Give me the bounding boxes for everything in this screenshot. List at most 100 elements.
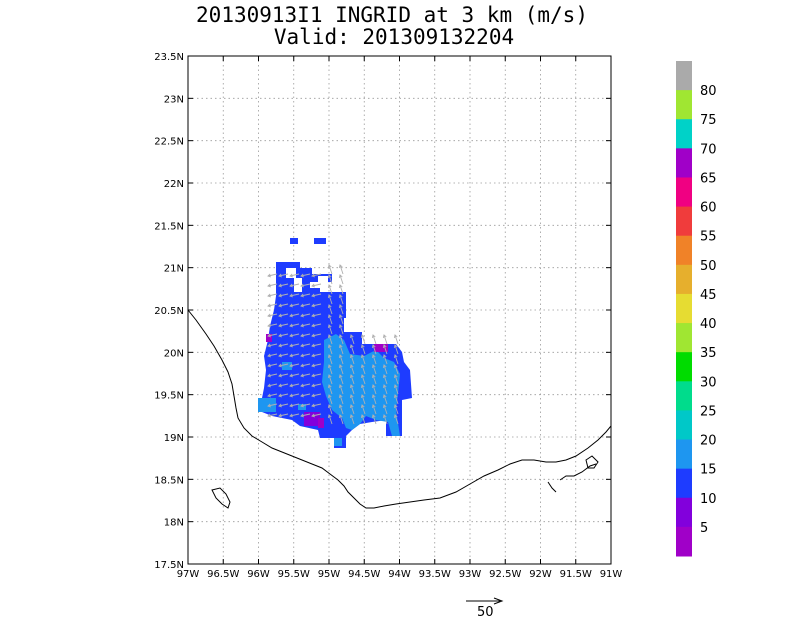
colorbar-swatch [676,526,692,557]
wind-vector [300,283,311,287]
wind-vector [361,354,366,365]
wind-vector [278,313,289,317]
wind-vector-head [311,273,315,278]
wind-vector-head [382,394,387,399]
wind-vector [372,374,377,385]
wind-vector [361,384,366,395]
lat-tick-label: 23.5N [154,52,184,63]
wind-vector-head [311,313,315,318]
wind-vector-head [278,313,282,318]
wind-vector-head [311,353,315,358]
wind-vector-head [393,404,398,409]
wind-vector-head [289,333,293,338]
wind-vector [372,354,377,365]
wind-vector-head [311,363,315,368]
colorbar-label: 75 [700,113,717,128]
wind-vector-head [278,293,282,298]
wind-vector-head [338,284,343,289]
wind-vector [372,394,377,405]
wind-vector [350,374,355,385]
colorbar-swatch [676,410,692,441]
colorbar-swatch [676,90,692,120]
wind-vector-head [393,384,398,389]
lon-tick-label: 94.5W [348,569,380,580]
colorbar-swatch [676,61,692,91]
wind-region-15-20-patch [282,362,292,370]
wind-vector-head [311,413,315,418]
wind-vector-head [338,274,343,279]
wind-vector [361,404,366,415]
wind-vector-head [289,353,293,358]
wind-vector [300,293,311,297]
wind-vector-head [371,364,376,369]
axis-ticks [187,55,612,565]
wind-vector-head [278,353,282,358]
wind-vector-head [300,363,304,368]
wind-vector-head [278,403,282,408]
wind-vector [350,384,355,395]
wind-region-10-15-patch [294,278,302,292]
wind-vector [328,274,333,285]
wind-vector-head [338,294,343,299]
wind-vector-head [360,354,365,359]
lat-tick-label: 19N [164,433,184,444]
wind-vector-head [338,334,343,339]
wind-vector [300,313,311,317]
wind-vector [328,394,333,405]
lat-tick-label: 21N [164,264,184,275]
wind-vector [383,384,388,395]
wind-vector [361,394,366,405]
wind-vector [328,344,333,355]
wind-vector-head [338,414,343,419]
wind-vector [311,393,322,397]
wind-vector [267,353,278,357]
wind-vector-head [382,374,387,379]
wind-vector [328,384,333,395]
wind-vector-head [300,413,304,418]
colorbar-label: 30 [700,375,717,390]
wind-vector-head [327,314,332,319]
wind-vector [328,324,333,335]
lon-tick-label: 94W [388,569,411,580]
wind-vector [350,394,355,405]
wind-vector-head [289,363,293,368]
wind-vector [328,294,333,305]
wind-vector [339,344,344,355]
wind-vector [372,404,377,415]
wind-vector [278,283,289,287]
wind-vector [267,363,278,367]
lon-tick-label: 96.5W [207,569,239,580]
wind-vector-head [300,293,304,298]
wind-vector-head [349,414,354,419]
wind-vector-head [267,333,271,338]
wind-vector [278,303,289,307]
wind-vector-head [300,313,304,318]
wind-region-10-15-patch [290,238,298,244]
wind-vector-head [327,294,332,299]
wind-vector [339,394,344,405]
wind-vector-head [278,303,282,308]
wind-vector [267,323,278,327]
wind-vector [361,374,366,385]
colorbar-swatch [676,497,692,528]
wind-vector [328,314,333,325]
wind-vector [383,414,388,425]
wind-vector-head [289,303,293,308]
colorbar-label: 5 [700,521,708,536]
wind-vector-head [267,393,271,398]
wind-region-5-10-patch [266,334,272,342]
wind-vector-head [311,403,315,408]
wind-vector-head [311,383,315,388]
wind-vector [311,313,322,317]
wind-vector-head [382,344,387,349]
lat-tick-label: 22N [164,179,184,190]
wind-vector-head [327,304,332,309]
wind-vector-head [300,373,304,378]
wind-vector [361,344,366,355]
colorbar-label: 55 [700,230,717,245]
wind-vector-head [300,403,304,408]
wind-vector [267,413,278,417]
wind-vector-head [349,344,354,349]
wind-vector [383,334,388,345]
wind-vector-head [338,264,343,269]
